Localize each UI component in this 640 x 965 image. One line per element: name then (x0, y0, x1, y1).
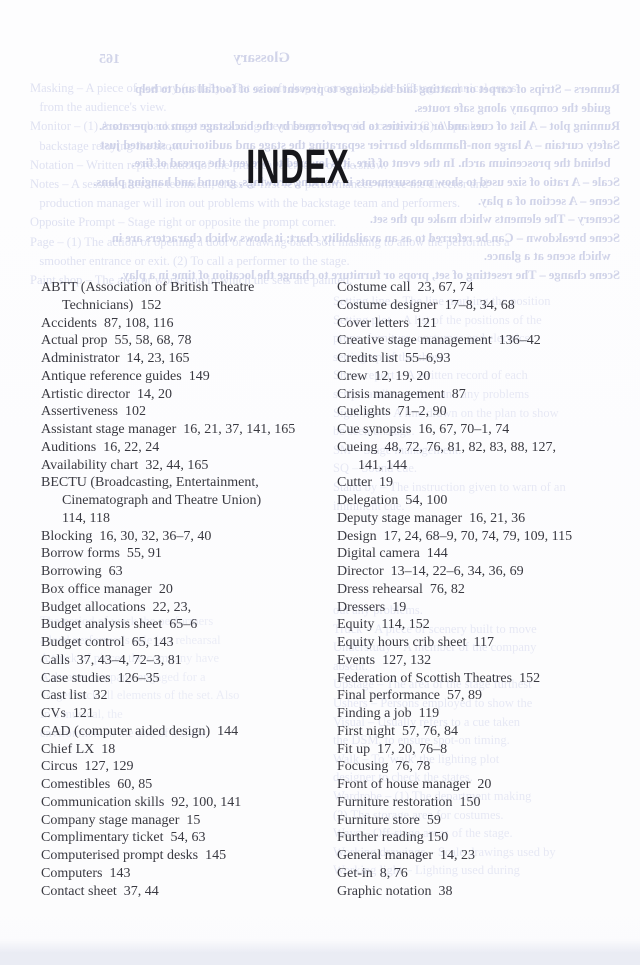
index-entry: Events 127, 132 (337, 652, 432, 668)
index-entry: Fit up 17, 20, 76–8 (337, 741, 448, 757)
index-entry: Delegation 54, 100 (337, 493, 448, 508)
index-entry: Case studies 126–35 (41, 670, 160, 686)
ghost-line: Monitor – (1) A screen backstage reprodu… (30, 119, 487, 134)
index-entry: Crisis management 87 (337, 386, 466, 402)
index-entry: CAD (computer aided design) 144 (41, 723, 239, 739)
ghost-line: Runners – Strips of carpet or matting la… (135, 82, 620, 96)
index-entry: First night 57, 76, 84 (337, 723, 458, 739)
index-entry: Technicians) 152 (62, 297, 162, 313)
index-entry: Budget analysis sheet 65–6 (41, 617, 198, 633)
index-entry: Budget allocations 22, 23, (41, 599, 192, 615)
ghost-line: Scene breakdown – Can be referred to as … (111, 230, 620, 245)
ghost-line: Running plot – A list of cues and/or act… (98, 119, 620, 134)
index-entry: Front of house manager 20 (337, 777, 492, 792)
index-entry: Creative stage management 136–42 (337, 333, 541, 349)
ghost-glossary-header: 165 Glossary (24, 50, 620, 80)
index-entry: Actual prop 55, 58, 68, 78 (41, 333, 192, 349)
index-entry: Graphic notation 38 (337, 883, 453, 899)
index-entry: 114, 118 (62, 510, 110, 526)
index-entry: Crew 12, 19, 20 (337, 368, 431, 384)
index-entry: Focusing 76, 78 (337, 759, 431, 775)
index-entry: General manager 14, 23 (337, 848, 475, 863)
index-entry: ABTT (Association of British Theatre (41, 280, 255, 295)
index-entry: Borrowing 63 (41, 564, 123, 579)
index-entry: Borrow forms 55, 91 (41, 546, 162, 562)
index-entry: Company stage manager 15 (41, 812, 201, 828)
index-entry: Credits list 55–6,93 (337, 351, 451, 366)
ghost-line: from the audience's view. (30, 100, 167, 115)
index-entry: Final performance 57, 89 (337, 688, 483, 704)
index-entry: Costume designer 17–8, 34, 68 (337, 297, 515, 313)
index-entry: Further reading 150 (337, 830, 449, 846)
index-entry: Communication skills 92, 100, 141 (41, 794, 242, 810)
index-entry: Blocking 16, 30, 32, 36–7, 40 (41, 528, 212, 544)
ghost-page-number: 165 (99, 52, 120, 67)
index-entry: Contact sheet 37, 44 (41, 883, 159, 899)
ghost-line: production manager will iron out problem… (30, 196, 461, 211)
index-entry: Budget control 65, 143 (41, 635, 174, 650)
index-entry: CVs 121 (41, 706, 94, 721)
index-column-left: ABTT (Association of British Theatre Tech… (41, 279, 341, 900)
index-entry: Calls 37, 43–4, 72–3, 81 (41, 652, 182, 668)
index-entry: Computers 143 (41, 865, 131, 881)
index-entry: Administrator 14, 23, 165 (41, 351, 190, 366)
index-entry: Equity hours crib sheet 117 (337, 635, 494, 650)
index-entry: Box office manager 20 (41, 581, 173, 597)
index-entry: Cover letters 121 (337, 315, 437, 331)
ghost-line: Opposite Prompt – Stage right or opposit… (30, 215, 337, 230)
index-entry: Assertiveness 102 (41, 404, 146, 420)
index-entry: Deputy stage manager 16, 21, 36 (337, 510, 526, 526)
ghost-line: Page – (1) The action of opening a door … (30, 234, 510, 249)
index-entry: Federation of Scottish Theatres 152 (337, 670, 541, 686)
index-entry: Finding a job 119 (337, 706, 440, 721)
index-entry: Director 13–14, 22–6, 34, 36, 69 (337, 564, 524, 579)
index-entry: Cast list 32 (41, 688, 108, 704)
index-entry: Design 17, 24, 68–9, 70, 74, 79, 109, 11… (337, 528, 573, 544)
ghost-line: guide the company along safe routes. (414, 100, 620, 115)
page-bottom-edge (0, 939, 640, 965)
index-entry: Cuelights 71–2, 90 (337, 404, 447, 420)
index-entry: Get-in 8, 76 (337, 865, 408, 881)
index-entry: Cinematograph and Theatre Union) (62, 493, 262, 508)
index-entry: Furniture store 59 (337, 812, 441, 828)
index-title: INDEX (0, 140, 618, 195)
index-column-right: Costume call 23, 67, 74 Costume designer … (337, 279, 637, 900)
index-entry: Accidents 87, 108, 116 (41, 315, 174, 331)
ghost-line: which scene at a glance. (483, 249, 620, 264)
index-entry: Equity 114, 152 (337, 617, 430, 633)
index-entry: Artistic director 14, 20 (41, 386, 173, 402)
index-entry: Cue synopsis 16, 67, 70–1, 74 (337, 422, 510, 437)
index-entry: Digital camera 144 (337, 546, 448, 562)
index-title-text: INDEX (246, 141, 350, 194)
index-entry: Chief LX 18 (41, 741, 116, 757)
index-entry: Computerised prompt desks 145 (41, 848, 227, 863)
index-entry: Dressers 19 (337, 599, 407, 615)
index-entry: Dress rehearsal 76, 82 (337, 581, 465, 597)
index-entry: Comestibles 60, 85 (41, 777, 153, 792)
ghost-line: Scenery – The elements which make up the… (369, 212, 620, 227)
index-entry: Assistant stage manager 16, 21, 37, 141,… (41, 422, 296, 437)
index-entry: Auditions 16, 22, 24 (41, 439, 160, 455)
index-entry: Costume call 23, 67, 74 (337, 280, 474, 295)
index-entry: Cueing 48, 72, 76, 81, 82, 83, 88, 127, (337, 439, 556, 455)
index-entry: 141, 144 (358, 457, 407, 473)
index-entry: Circus 127, 129 (41, 759, 134, 775)
index-entry: BECTU (Broadcasting, Entertainment, (41, 475, 259, 491)
ghost-line: Masking – A piece of scenery (usually a … (30, 81, 517, 95)
index-entry: Antique reference guides 149 (41, 368, 210, 384)
index-entry: Complimentary ticket 54, 63 (41, 830, 206, 846)
index-entry: Cutter 19 (337, 475, 393, 491)
ghost-line: smoother entrance or exit. (2) To call a… (30, 253, 350, 268)
index-entry: Furniture restoration 150 (337, 794, 481, 810)
index-entry: Availability chart 32, 44, 165 (41, 457, 209, 473)
ghost-glossary-title: Glossary (233, 50, 290, 66)
